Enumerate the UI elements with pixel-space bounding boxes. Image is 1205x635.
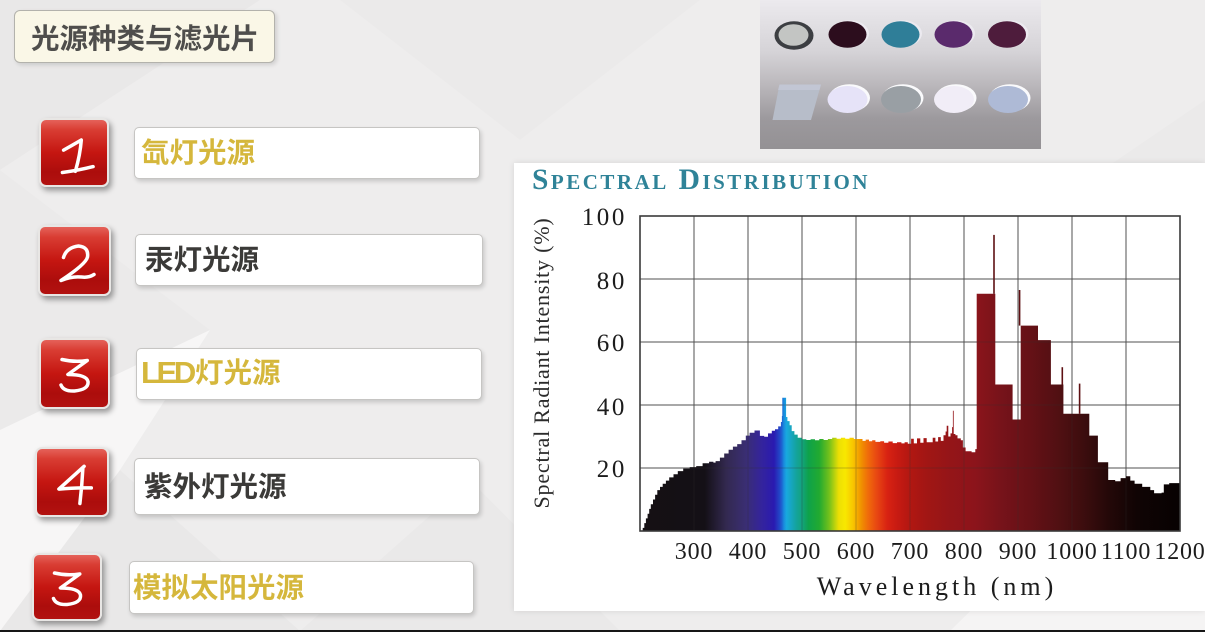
svg-text:1100: 1100	[1101, 539, 1151, 565]
svg-text:1200: 1200	[1154, 539, 1205, 565]
svg-text:Wavelength (nm): Wavelength (nm)	[817, 572, 1058, 601]
svg-text:100: 100	[582, 204, 627, 231]
svg-text:900: 900	[999, 539, 1037, 565]
svg-text:Spectral Radiant Intensity (%): Spectral Radiant Intensity (%)	[529, 218, 554, 509]
svg-text:800: 800	[945, 539, 983, 565]
svg-text:600: 600	[837, 539, 875, 565]
svg-text:20: 20	[597, 456, 627, 483]
svg-text:700: 700	[891, 539, 929, 565]
svg-text:500: 500	[783, 539, 821, 565]
svg-text:60: 60	[597, 330, 627, 357]
svg-text:400: 400	[729, 539, 767, 565]
svg-text:80: 80	[597, 268, 627, 295]
svg-text:300: 300	[675, 539, 713, 565]
svg-text:1000: 1000	[1046, 539, 1097, 565]
svg-text:40: 40	[597, 394, 627, 421]
